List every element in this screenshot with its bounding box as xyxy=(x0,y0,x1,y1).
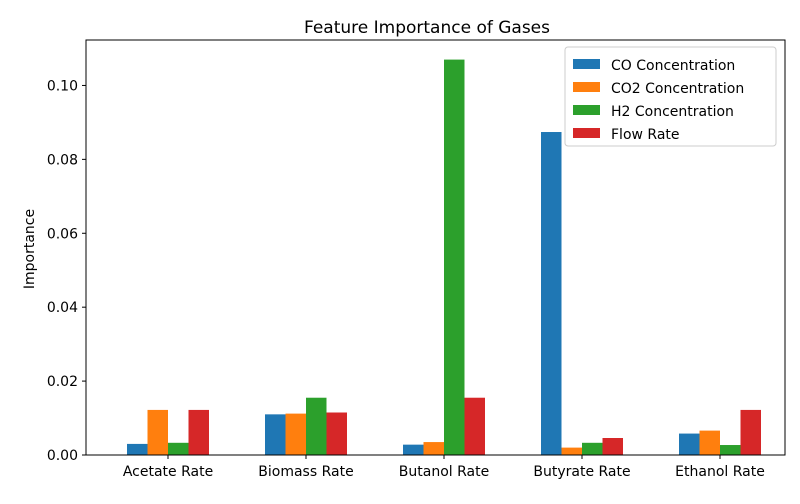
bars-group xyxy=(127,59,761,456)
bar-flow-rate-2 xyxy=(464,397,485,455)
x-tick-label: Ethanol Rate xyxy=(675,464,765,480)
ticks-group: 0.00 0.02 0.04 0.06 0.08 0.10 Acetate Rate Biom… xyxy=(47,78,765,480)
legend-swatch xyxy=(573,59,600,69)
bar-co2-concentration-0 xyxy=(147,409,168,455)
bar-co2-concentration-2 xyxy=(423,442,444,455)
x-tick-label: Butanol Rate xyxy=(399,464,489,480)
y-tick-label: 0.00 xyxy=(47,448,78,464)
x-tick-label: Acetate Rate xyxy=(123,464,213,480)
legend-label: H2 Concentration xyxy=(611,104,734,120)
y-tick-label: 0.06 xyxy=(47,226,78,242)
x-tick-label: Butyrate Rate xyxy=(533,464,630,480)
bar-h2-concentration-3 xyxy=(582,442,603,455)
bar-flow-rate-0 xyxy=(188,409,209,455)
legend: CO Concentration CO2 Concentration H2 Conc… xyxy=(564,46,777,147)
y-tick-label: 0.02 xyxy=(47,374,78,390)
bar-co-concentration-1 xyxy=(265,414,286,455)
legend-label: Flow Rate xyxy=(611,127,680,143)
bar-co2-concentration-3 xyxy=(561,447,582,455)
bar-co-concentration-4 xyxy=(679,433,700,455)
bar-co2-concentration-1 xyxy=(285,413,306,455)
bar-flow-rate-4 xyxy=(740,409,761,455)
legend-label: CO Concentration xyxy=(611,58,735,74)
bar-co2-concentration-4 xyxy=(699,430,720,455)
y-tick-label: 0.08 xyxy=(47,152,78,168)
chart-title: Feature Importance of Gases xyxy=(304,18,550,38)
x-tick-label: Biomass Rate xyxy=(258,464,353,480)
bar-h2-concentration-4 xyxy=(720,445,741,455)
legend-label: CO2 Concentration xyxy=(611,81,744,97)
bar-h2-concentration-2 xyxy=(444,59,465,456)
bar-h2-concentration-0 xyxy=(168,442,189,455)
y-tick-label: 0.10 xyxy=(47,78,78,94)
bar-co-concentration-0 xyxy=(127,443,148,455)
legend-swatch xyxy=(573,82,600,92)
y-tick-label: 0.04 xyxy=(47,300,78,316)
bar-flow-rate-1 xyxy=(326,412,347,455)
bar-co-concentration-2 xyxy=(403,444,424,455)
plot-frame xyxy=(85,39,786,456)
y-axis-label: Importance xyxy=(22,209,38,289)
legend-box xyxy=(564,46,777,147)
bar-flow-rate-3 xyxy=(602,438,623,455)
bar-co-concentration-3 xyxy=(541,132,562,455)
bar-h2-concentration-1 xyxy=(306,397,327,455)
legend-swatch xyxy=(573,128,600,138)
legend-swatch xyxy=(573,105,600,115)
